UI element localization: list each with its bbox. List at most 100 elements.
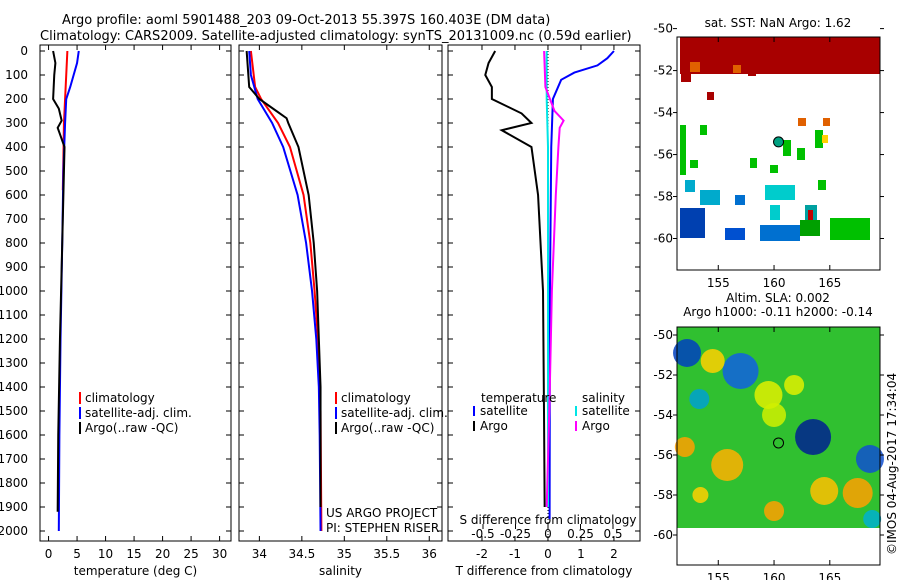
legend-label: satellite-adj. clim. [341, 406, 448, 420]
sla-anomaly-blob [795, 419, 832, 455]
sst-cell [783, 140, 791, 156]
x-tick-label: 36 [422, 547, 437, 561]
sst-cell [680, 208, 705, 238]
argo-position-marker [773, 437, 785, 449]
x-axis-label: salinity [319, 564, 362, 578]
project-annotation: US ARGO PROJECT [326, 506, 438, 520]
series-s-argo [543, 50, 565, 508]
legend-label: satellite-adj. clim. [85, 406, 192, 420]
sst-cell [808, 210, 813, 220]
lon-tick-label: 160 [763, 571, 786, 580]
legend-label: climatology [85, 391, 155, 405]
depth-tick-label: 1600 [0, 428, 28, 442]
sst-cell [823, 118, 830, 126]
series-t-argo [484, 50, 546, 508]
sst-cell [797, 148, 805, 160]
sla-anomaly-blob [722, 353, 759, 389]
s-tick-label: 0.25 [567, 527, 594, 541]
sst-warm-band [680, 37, 880, 74]
sst-cell [700, 125, 707, 135]
sst-cell [800, 220, 820, 236]
x-tick-label: 0 [544, 547, 552, 561]
sla-anomaly-blob [842, 478, 873, 508]
depth-tick-label: 2000 [0, 524, 28, 538]
sst-map-title: sat. SST: NaN Argo: 1.62 [704, 16, 852, 30]
lat-tick-label: -52 [653, 64, 673, 78]
sst-cell [750, 158, 757, 168]
lon-tick-label: 155 [707, 571, 730, 580]
sst-cell [733, 65, 741, 73]
depth-tick-label: 1400 [0, 380, 28, 394]
sst-cell [680, 125, 686, 175]
series-argo-raw-qc- [245, 50, 322, 507]
legend-s-label: salinity [582, 391, 625, 405]
sst-cell [765, 185, 795, 200]
sst-cell [685, 180, 695, 192]
series-s-satellite [545, 51, 549, 507]
lat-tick-label: -50 [653, 22, 673, 36]
lat-tick-label: -58 [653, 190, 673, 204]
s-tick-label: -0.5 [471, 527, 494, 541]
lat-tick-label: -52 [653, 368, 673, 382]
x-tick-label: 34 [252, 547, 267, 561]
sla-anomaly-blob [700, 349, 725, 373]
depth-tick-label: 0 [20, 44, 28, 58]
lon-tick-label: 165 [818, 276, 841, 290]
legend-s-label: Argo [582, 419, 610, 433]
sla-map-title-1: Altim. SLA: 0.002 [726, 291, 830, 305]
depth-tick-label: 800 [5, 236, 28, 250]
sla-anomaly-blob [810, 477, 839, 505]
s-tick-label: -0.25 [500, 527, 531, 541]
project-annotation: PI: STEPHEN RISER [326, 521, 439, 535]
sla-anomaly-blob [863, 510, 882, 528]
sst-cell [815, 130, 823, 148]
depth-tick-label: 1200 [0, 332, 28, 346]
sla-anomaly-blob [711, 449, 744, 481]
sla-anomaly-blob [762, 403, 787, 427]
sla-anomaly-blob [784, 375, 805, 395]
series-climatology [249, 50, 323, 532]
sla-anomaly-blob [855, 445, 884, 473]
title-line-1: Argo profile: aoml 5901488_203 09-Oct-20… [62, 13, 551, 28]
depth-tick-label: 1000 [0, 284, 28, 298]
lat-tick-label: -58 [653, 488, 673, 502]
sst-cell [690, 160, 698, 168]
sla-map-title-2: Argo h1000: -0.11 h2000: -0.14 [683, 305, 873, 319]
sst-cell [830, 218, 870, 240]
title-line-2: Climatology: CARS2009. Satellite-adjuste… [40, 29, 632, 44]
legend-label: climatology [341, 391, 411, 405]
x-axis-label: T difference from climatology [455, 564, 633, 578]
legend-t-label: Argo [480, 419, 508, 433]
sst-cell [748, 68, 756, 76]
series-argo-raw-qc- [52, 50, 66, 512]
x-tick-label: -2 [476, 547, 488, 561]
sla-anomaly-blob [674, 437, 695, 457]
sla-anomaly-blob [764, 501, 785, 521]
sst-cell [770, 165, 778, 173]
depth-tick-label: 1500 [0, 404, 28, 418]
depth-tick-label: 1300 [0, 356, 28, 370]
lat-tick-label: -56 [653, 448, 673, 462]
depth-tick-label: 1900 [0, 500, 28, 514]
sst-cell [725, 228, 745, 240]
legend-label: Argo(..raw -QC) [341, 421, 434, 435]
sst-cell [700, 190, 720, 205]
sst-cell [770, 205, 780, 220]
x-tick-label: 34.5 [288, 547, 315, 561]
x-tick-label: 2 [610, 547, 618, 561]
imos-credit: ©IMOS 04-Aug-2017 17:34:04 [885, 372, 899, 555]
x-tick-label: 35 [337, 547, 352, 561]
x-tick-label: 25 [183, 547, 198, 561]
legend-t-label: temperature [481, 391, 556, 405]
panel-frame-temperature [39, 44, 232, 542]
depth-tick-label: 700 [5, 212, 28, 226]
series-t-satellite [548, 50, 615, 520]
sst-cell [818, 180, 826, 190]
x-tick-label: 0 [45, 547, 53, 561]
depth-tick-label: 500 [5, 164, 28, 178]
map-frame-sla_map [676, 326, 881, 566]
x-tick-label: -1 [509, 547, 521, 561]
depth-tick-label: 600 [5, 188, 28, 202]
